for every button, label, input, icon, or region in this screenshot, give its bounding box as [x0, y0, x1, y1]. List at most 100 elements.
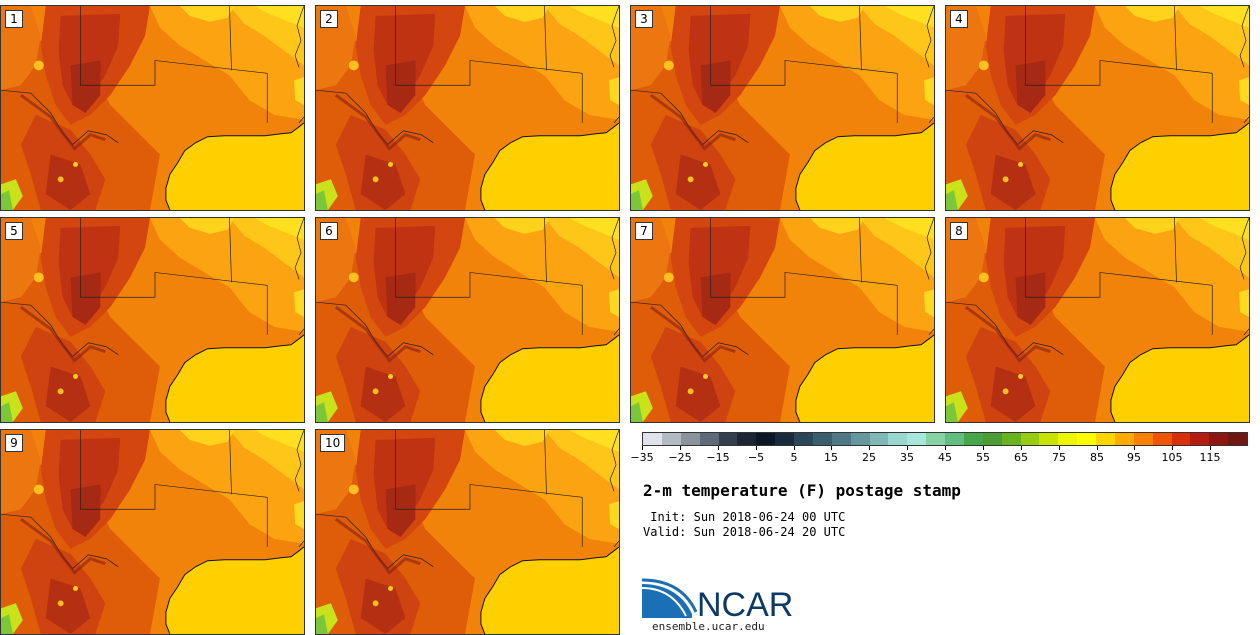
stamp-member-6: 6	[315, 217, 620, 423]
member-label: 1	[5, 10, 23, 28]
colorbar-tick-label: 15	[824, 451, 838, 464]
member-label: 9	[5, 434, 23, 452]
temperature-map	[316, 6, 619, 210]
temperature-map	[946, 218, 1249, 422]
colorbar-tick-label: 25	[862, 451, 876, 464]
temperature-map	[946, 6, 1249, 210]
member-label: 8	[950, 222, 968, 240]
colorbar-tick	[945, 446, 946, 450]
colorbar-tick	[1172, 446, 1173, 450]
colorbar-segment	[643, 433, 662, 445]
colorbar-segment	[888, 433, 908, 445]
colorbar-tick-label: −15	[706, 451, 730, 464]
colorbar-tick-label: 95	[1127, 451, 1141, 464]
colorbar-segment	[1209, 433, 1229, 445]
stamp-member-9: 9	[0, 429, 305, 635]
colorbar-segment	[1190, 433, 1210, 445]
figure-title: 2-m temperature (F) postage stamp	[643, 481, 961, 500]
colorbar-tick-label: 65	[1014, 451, 1028, 464]
temperature-map	[316, 430, 619, 634]
init-time: Init: Sun 2018-06-24 00 UTC	[643, 510, 845, 524]
colorbar-tick-label: 35	[900, 451, 914, 464]
colorbar-tick-label: 115	[1199, 451, 1221, 464]
member-label: 7	[635, 222, 653, 240]
member-label: 3	[635, 10, 653, 28]
member-label: 2	[320, 10, 338, 28]
colorbar-tick	[680, 446, 681, 450]
colorbar-tick	[1059, 446, 1060, 450]
colorbar-tick	[1097, 446, 1098, 450]
colorbar-tick	[983, 446, 984, 450]
colorbar-tick	[1134, 446, 1135, 450]
colorbar-tick	[869, 446, 870, 450]
colorbar-segment	[831, 433, 851, 445]
colorbar-segment	[756, 433, 776, 445]
stamp-member-2: 2	[315, 5, 620, 211]
colorbar-tick-label: 45	[938, 451, 952, 464]
logo-url: ensemble.ucar.edu	[652, 620, 765, 633]
valid-label: Valid:	[643, 525, 687, 539]
colorbar-segment	[963, 433, 983, 445]
colorbar-tick	[831, 446, 832, 450]
stamp-member-4: 4	[945, 5, 1250, 211]
stamp-member-1: 1	[0, 5, 305, 211]
member-label: 6	[320, 222, 338, 240]
colorbar-segment	[1114, 433, 1134, 445]
colorbar-segment	[945, 433, 964, 445]
colorbar-tick	[642, 446, 643, 450]
stamp-member-3: 3	[630, 5, 935, 211]
colorbar-segment	[1096, 433, 1115, 445]
temperature-map	[316, 218, 619, 422]
colorbar-tick-label: −5	[747, 451, 765, 464]
colorbar-segment	[1039, 433, 1059, 445]
colorbar-segment	[1001, 433, 1021, 445]
colorbar-tick-label: 85	[1090, 451, 1104, 464]
member-label: 4	[950, 10, 968, 28]
colorbar-tick	[756, 446, 757, 450]
colorbar-segment	[926, 433, 945, 445]
colorbar-tick	[907, 446, 908, 450]
temperature-map	[1, 6, 304, 210]
colorbar-segment	[661, 433, 681, 445]
colorbar-segment	[812, 433, 832, 445]
stamp-member-8: 8	[945, 217, 1250, 423]
temperature-map	[631, 218, 934, 422]
colorbar-segment	[982, 433, 1002, 445]
colorbar-tick	[1021, 446, 1022, 450]
colorbar-segment	[1228, 433, 1247, 445]
colorbar-segment	[737, 433, 757, 445]
member-label: 5	[5, 222, 23, 240]
colorbar-segment	[869, 433, 889, 445]
valid-time: Valid: Sun 2018-06-24 20 UTC	[643, 525, 845, 539]
stamp-member-10: 10	[315, 429, 620, 635]
colorbar-tick-label: 55	[976, 451, 990, 464]
colorbar-segment	[1133, 433, 1153, 445]
colorbar-segment	[680, 433, 700, 445]
colorbar-tick-label: −35	[630, 451, 654, 464]
colorbar-segment	[1152, 433, 1172, 445]
ncar-logo-text: NCAR	[697, 586, 792, 620]
colorbar-tick	[718, 446, 719, 450]
colorbar-segment	[1020, 433, 1040, 445]
colorbar-tick	[794, 446, 795, 450]
colorbar-segment	[1077, 433, 1096, 445]
init-label: Init:	[643, 510, 687, 524]
temperature-map	[1, 430, 304, 634]
colorbar-tick-label: 75	[1052, 451, 1066, 464]
colorbar-ticks: −35 −25 −15 −5 5 15 25 35 45 55 65 75 85 95 105 115	[630, 446, 1248, 468]
colorbar-segment	[907, 433, 927, 445]
member-label: 10	[320, 434, 346, 452]
ncar-logo: NCAR	[642, 578, 792, 620]
stamp-member-5: 5	[0, 217, 305, 423]
colorbar	[642, 432, 1248, 446]
colorbar-tick-label: −25	[668, 451, 692, 464]
colorbar-segment	[775, 433, 794, 445]
stamp-member-7: 7	[630, 217, 935, 423]
colorbar-segment	[1171, 433, 1191, 445]
colorbar-segment	[794, 433, 813, 445]
colorbar-tick-label: 5	[790, 451, 798, 464]
colorbar-segment	[1058, 433, 1078, 445]
valid-value: Sun 2018-06-24 20 UTC	[693, 525, 846, 539]
colorbar-segment	[699, 433, 719, 445]
colorbar-tick	[1210, 446, 1211, 450]
